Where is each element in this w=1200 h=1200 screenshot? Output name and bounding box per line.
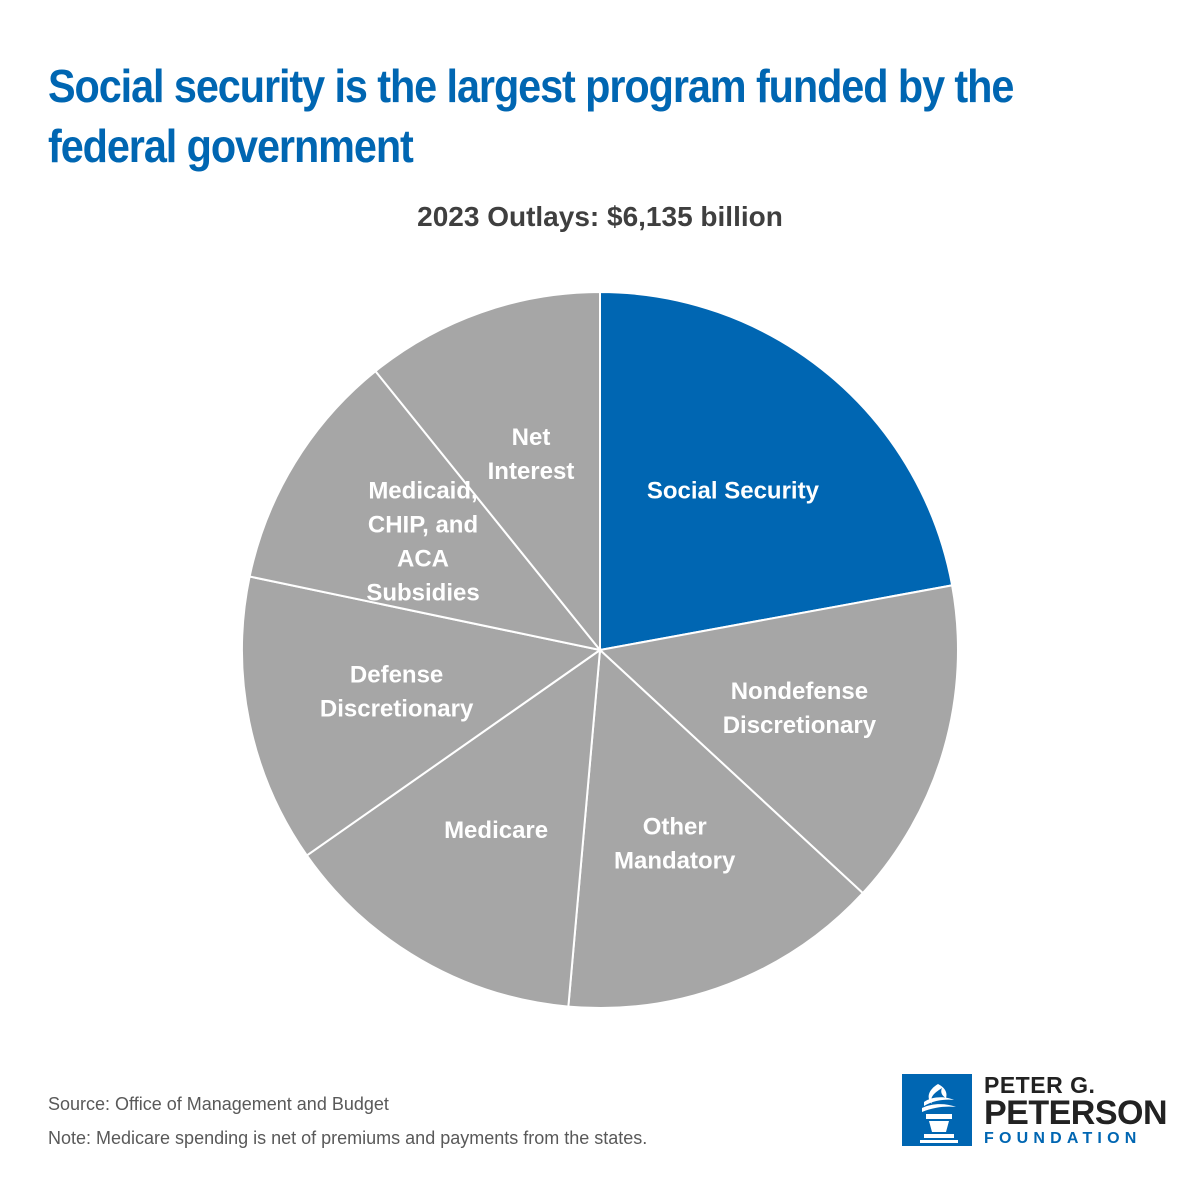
logo-line-2: PETERSON bbox=[984, 1094, 1168, 1132]
label-line: Subsidies bbox=[366, 580, 479, 607]
torch-icon bbox=[902, 1074, 972, 1146]
label-net-interest: Net Interest bbox=[488, 424, 575, 485]
label-line: Medicare bbox=[444, 817, 548, 844]
label-line: Other bbox=[643, 814, 707, 841]
chart-title: Social security is the largest program f… bbox=[48, 60, 1014, 172]
peterson-foundation-logo: PETER G. PETERSON FOUNDATION bbox=[902, 1072, 1168, 1152]
label-line: Interest bbox=[488, 458, 575, 485]
logo-line-3: FOUNDATION bbox=[984, 1130, 1142, 1147]
slice-medicare bbox=[305, 647, 602, 1008]
label-medicare: Medicare bbox=[444, 817, 548, 844]
slice-other-mandatory bbox=[567, 647, 865, 1010]
label-line: Medicaid, bbox=[368, 478, 477, 505]
label-line: Mandatory bbox=[614, 848, 736, 875]
slice-defense-discretionary bbox=[241, 575, 603, 857]
label-line: Discretionary bbox=[723, 712, 877, 739]
source-note: Source: Office of Management and Budget bbox=[48, 1094, 389, 1114]
logo-line-1: PETER G. bbox=[984, 1072, 1096, 1098]
label-line: Defense bbox=[350, 662, 443, 689]
label-defense-discretionary: Defense Discretionary bbox=[320, 662, 474, 723]
label-line: Social Security bbox=[647, 478, 820, 505]
slice-net-interest bbox=[374, 290, 601, 653]
slice-social-security bbox=[599, 290, 954, 652]
label-line: Discretionary bbox=[320, 696, 474, 723]
pie-slices bbox=[241, 290, 959, 1010]
slice-nondefense-discretionary bbox=[597, 584, 959, 895]
slice-medicaid-chip-aca-subsidies bbox=[248, 369, 603, 652]
label-line: ACA bbox=[397, 546, 449, 573]
label-medicaid-chip-aca-subsidies: Medicaid, CHIP, and ACA Subsidies bbox=[366, 478, 479, 607]
label-nondefense-discretionary: Nondefense Discretionary bbox=[723, 678, 877, 739]
label-line: Net bbox=[512, 424, 551, 451]
pie-labels: Social Security Nondefense Discretionary Ot… bbox=[320, 424, 877, 875]
chart-subtitle: 2023 Outlays: $6,135 billion bbox=[417, 201, 783, 232]
label-line: Nondefense bbox=[731, 678, 868, 705]
label-other-mandatory: Other Mandatory bbox=[614, 814, 736, 875]
label-line: CHIP, and bbox=[368, 512, 478, 539]
medicare-note: Note: Medicare spending is net of premiu… bbox=[48, 1128, 648, 1148]
label-social-security: Social Security bbox=[647, 478, 820, 505]
